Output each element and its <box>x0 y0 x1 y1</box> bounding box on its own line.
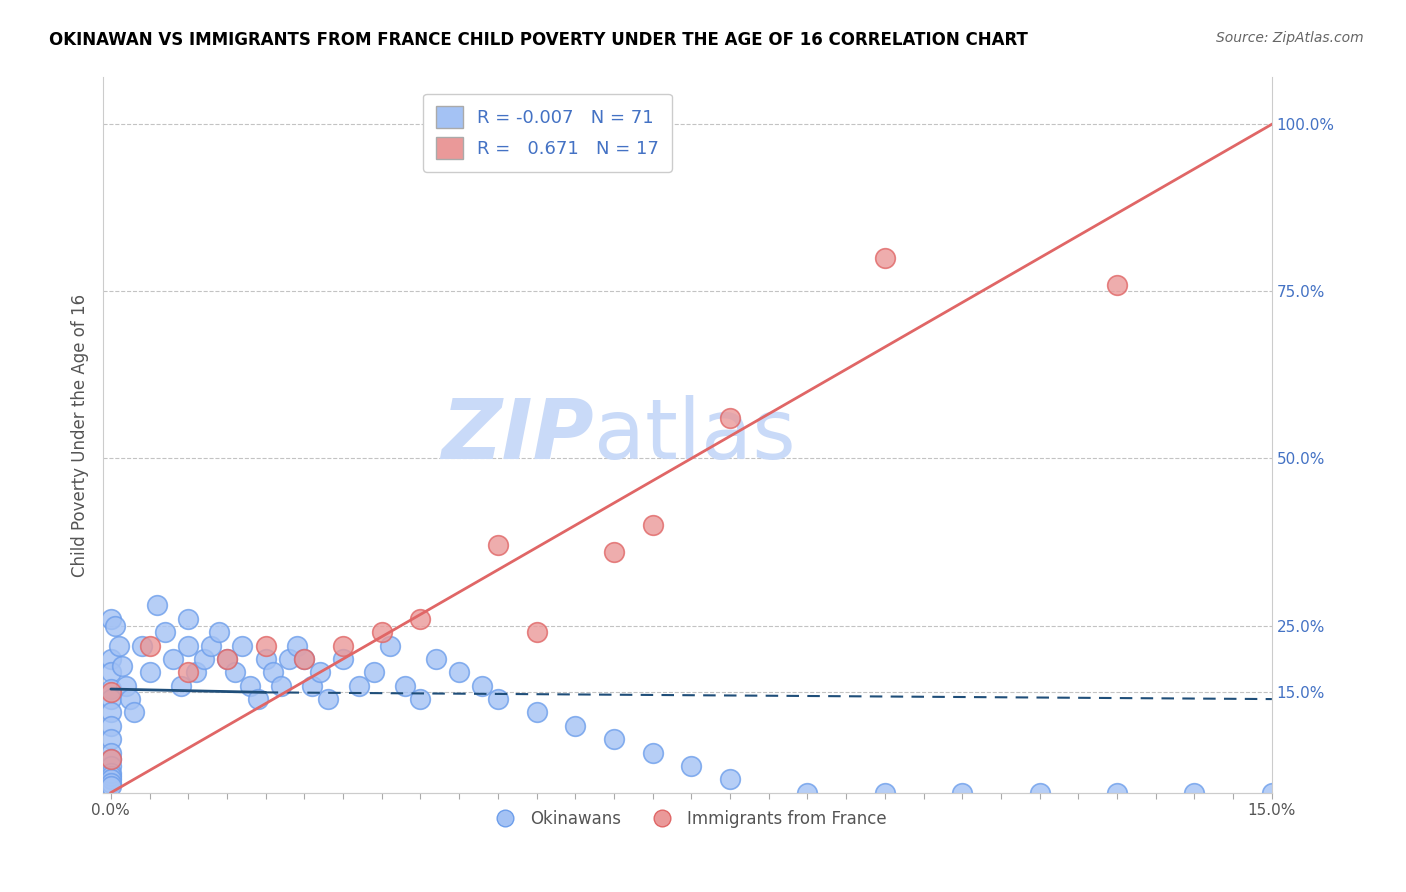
Point <box>100 775 122 789</box>
Point <box>100 732 122 747</box>
Point <box>1028 786 1050 800</box>
Point <box>100 692 122 706</box>
Point <box>100 759 122 773</box>
Point <box>115 679 138 693</box>
Point <box>111 658 134 673</box>
Point <box>641 518 664 533</box>
Point <box>1107 786 1129 800</box>
Point <box>394 679 416 693</box>
Point <box>100 612 122 626</box>
Point <box>316 692 339 706</box>
Point <box>371 625 394 640</box>
Point <box>200 639 222 653</box>
Point <box>100 719 122 733</box>
Point <box>193 652 215 666</box>
Point <box>292 652 315 666</box>
Point <box>254 639 277 653</box>
Point <box>873 251 896 265</box>
Point <box>100 752 122 766</box>
Point <box>1107 277 1129 292</box>
Point <box>262 665 284 680</box>
Point <box>169 679 191 693</box>
Point <box>409 692 432 706</box>
Point <box>153 625 176 640</box>
Point <box>100 665 122 680</box>
Point <box>177 612 200 626</box>
Point <box>564 719 586 733</box>
Point <box>254 652 277 666</box>
Point <box>100 752 122 766</box>
Point <box>718 772 741 787</box>
Point <box>347 679 370 693</box>
Point <box>138 639 160 653</box>
Point <box>177 665 200 680</box>
Point <box>409 612 432 626</box>
Point <box>184 665 207 680</box>
Point <box>177 639 200 653</box>
Point <box>292 652 315 666</box>
Point <box>215 652 238 666</box>
Point <box>270 679 292 693</box>
Point <box>526 706 548 720</box>
Point <box>146 599 169 613</box>
Point <box>796 786 818 800</box>
Point <box>100 652 122 666</box>
Point <box>100 681 122 696</box>
Point <box>301 679 323 693</box>
Point <box>603 545 626 559</box>
Point <box>526 625 548 640</box>
Point <box>100 706 122 720</box>
Point <box>332 639 354 653</box>
Point <box>100 685 122 699</box>
Point <box>641 746 664 760</box>
Text: atlas: atlas <box>593 394 796 475</box>
Point <box>100 746 122 760</box>
Point <box>100 779 122 793</box>
Point <box>120 692 142 706</box>
Point <box>208 625 231 640</box>
Point <box>681 759 703 773</box>
Point <box>363 665 385 680</box>
Point <box>378 639 401 653</box>
Point <box>603 732 626 747</box>
Point <box>1184 786 1206 800</box>
Point <box>308 665 330 680</box>
Point <box>486 692 509 706</box>
Point <box>950 786 973 800</box>
Point <box>285 639 308 653</box>
Point <box>277 652 299 666</box>
Point <box>104 618 127 632</box>
Point <box>138 665 160 680</box>
Text: ZIP: ZIP <box>441 394 593 475</box>
Point <box>239 679 262 693</box>
Point <box>718 411 741 425</box>
Point <box>873 786 896 800</box>
Point <box>471 679 494 693</box>
Point <box>131 639 153 653</box>
Point <box>100 772 122 787</box>
Point <box>224 665 246 680</box>
Legend: Okinawans, Immigrants from France: Okinawans, Immigrants from France <box>481 803 894 834</box>
Y-axis label: Child Poverty Under the Age of 16: Child Poverty Under the Age of 16 <box>72 293 89 576</box>
Point <box>215 652 238 666</box>
Point <box>107 639 129 653</box>
Point <box>332 652 354 666</box>
Point <box>100 769 122 783</box>
Point <box>122 706 145 720</box>
Point <box>486 538 509 552</box>
Point <box>449 665 471 680</box>
Point <box>231 639 253 653</box>
Point <box>246 692 269 706</box>
Point <box>1261 786 1284 800</box>
Point <box>425 652 447 666</box>
Text: OKINAWAN VS IMMIGRANTS FROM FRANCE CHILD POVERTY UNDER THE AGE OF 16 CORRELATION: OKINAWAN VS IMMIGRANTS FROM FRANCE CHILD… <box>49 31 1028 49</box>
Point <box>100 765 122 780</box>
Text: Source: ZipAtlas.com: Source: ZipAtlas.com <box>1216 31 1364 45</box>
Point <box>162 652 184 666</box>
